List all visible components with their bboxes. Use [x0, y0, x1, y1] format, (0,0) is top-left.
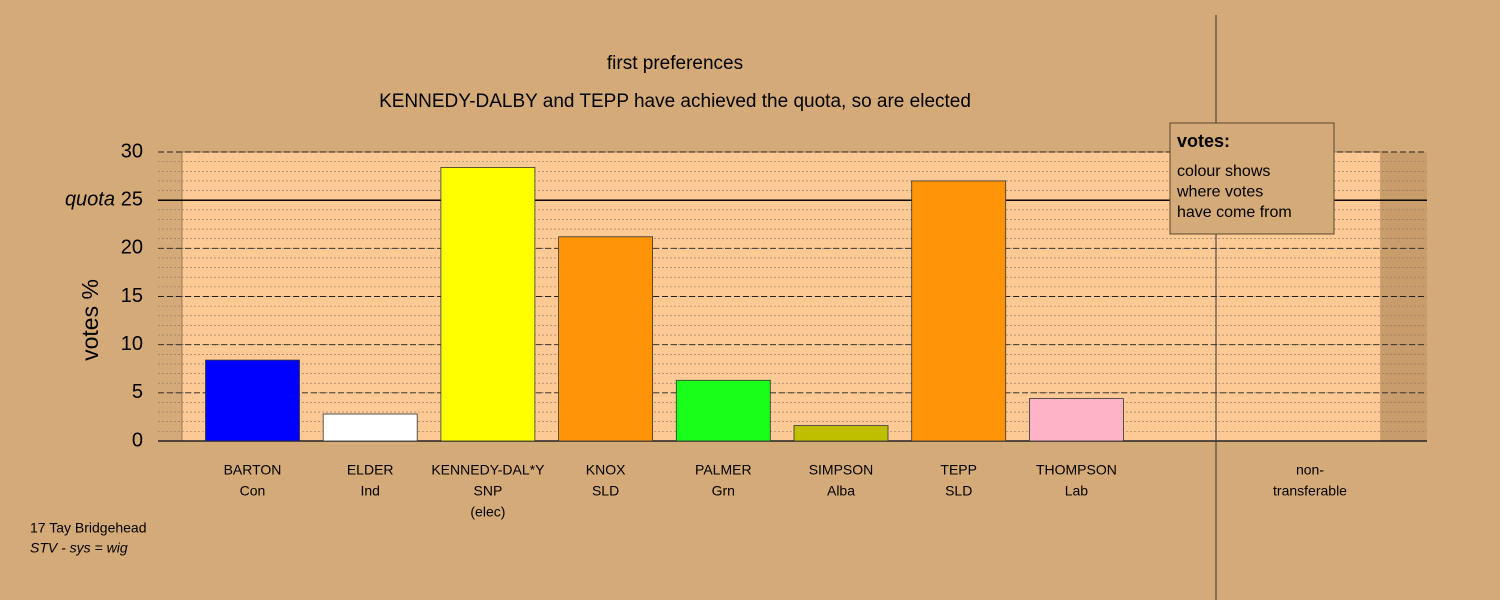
- y-tick-label: 0: [132, 429, 143, 451]
- legend-box: [1169, 122, 1335, 235]
- x-tick-label: SLD: [945, 483, 972, 499]
- y-tick-label: 30: [121, 140, 143, 162]
- x-tick-label: (elec): [470, 504, 505, 520]
- x-tick-label: Grn: [712, 483, 735, 499]
- x-tick-label: Alba: [827, 483, 855, 499]
- y-tick-label: 25: [121, 188, 143, 210]
- x-tick-label: transferable: [1273, 483, 1347, 499]
- bar: [793, 425, 889, 442]
- bar: [440, 167, 536, 442]
- x-tick-label: Ind: [360, 483, 379, 499]
- y-tick-label: 20: [121, 237, 143, 259]
- x-tick-label: KENNEDY-DAL*Y: [431, 462, 545, 478]
- x-tick-label: KNOX: [586, 462, 626, 478]
- legend-text: where votes: [1176, 184, 1263, 201]
- x-tick-label: TEPP: [940, 462, 977, 478]
- bar: [205, 359, 300, 442]
- y-tick-label: 15: [121, 285, 143, 307]
- x-tick-label: SLD: [592, 483, 619, 499]
- y-axis-label: votes %: [77, 279, 103, 361]
- x-tick-label: PALMER: [695, 462, 752, 478]
- quota-label: quota: [65, 188, 115, 210]
- legend-text: colour shows: [1177, 163, 1270, 180]
- x-tick-label: Con: [240, 483, 266, 499]
- x-tick-label: SIMPSON: [809, 462, 874, 478]
- bar: [322, 413, 418, 442]
- y-tick-label: 5: [132, 381, 143, 403]
- y-tick-label: 10: [121, 333, 143, 355]
- bar: [558, 236, 653, 442]
- chart-subtitle: KENNEDY-DALBY and TEPP have achieved the…: [379, 91, 971, 112]
- footer: STV - sys = wig: [30, 540, 128, 556]
- x-tick-label: Lab: [1065, 483, 1089, 499]
- chart-title: first preferences: [607, 53, 743, 74]
- legend-title: votes:: [1177, 131, 1230, 151]
- bar: [1029, 398, 1124, 442]
- x-tick-label: SNP: [474, 483, 503, 499]
- legend-text: have come from: [1177, 204, 1292, 221]
- x-tick-label: THOMPSON: [1036, 462, 1117, 478]
- bar: [911, 180, 1007, 442]
- x-tick-label: BARTON: [224, 462, 282, 478]
- x-tick-label: non-: [1296, 462, 1324, 478]
- bar: [675, 379, 771, 442]
- x-tick-label: ELDER: [347, 462, 394, 478]
- footer: 17 Tay Bridgehead: [30, 520, 147, 536]
